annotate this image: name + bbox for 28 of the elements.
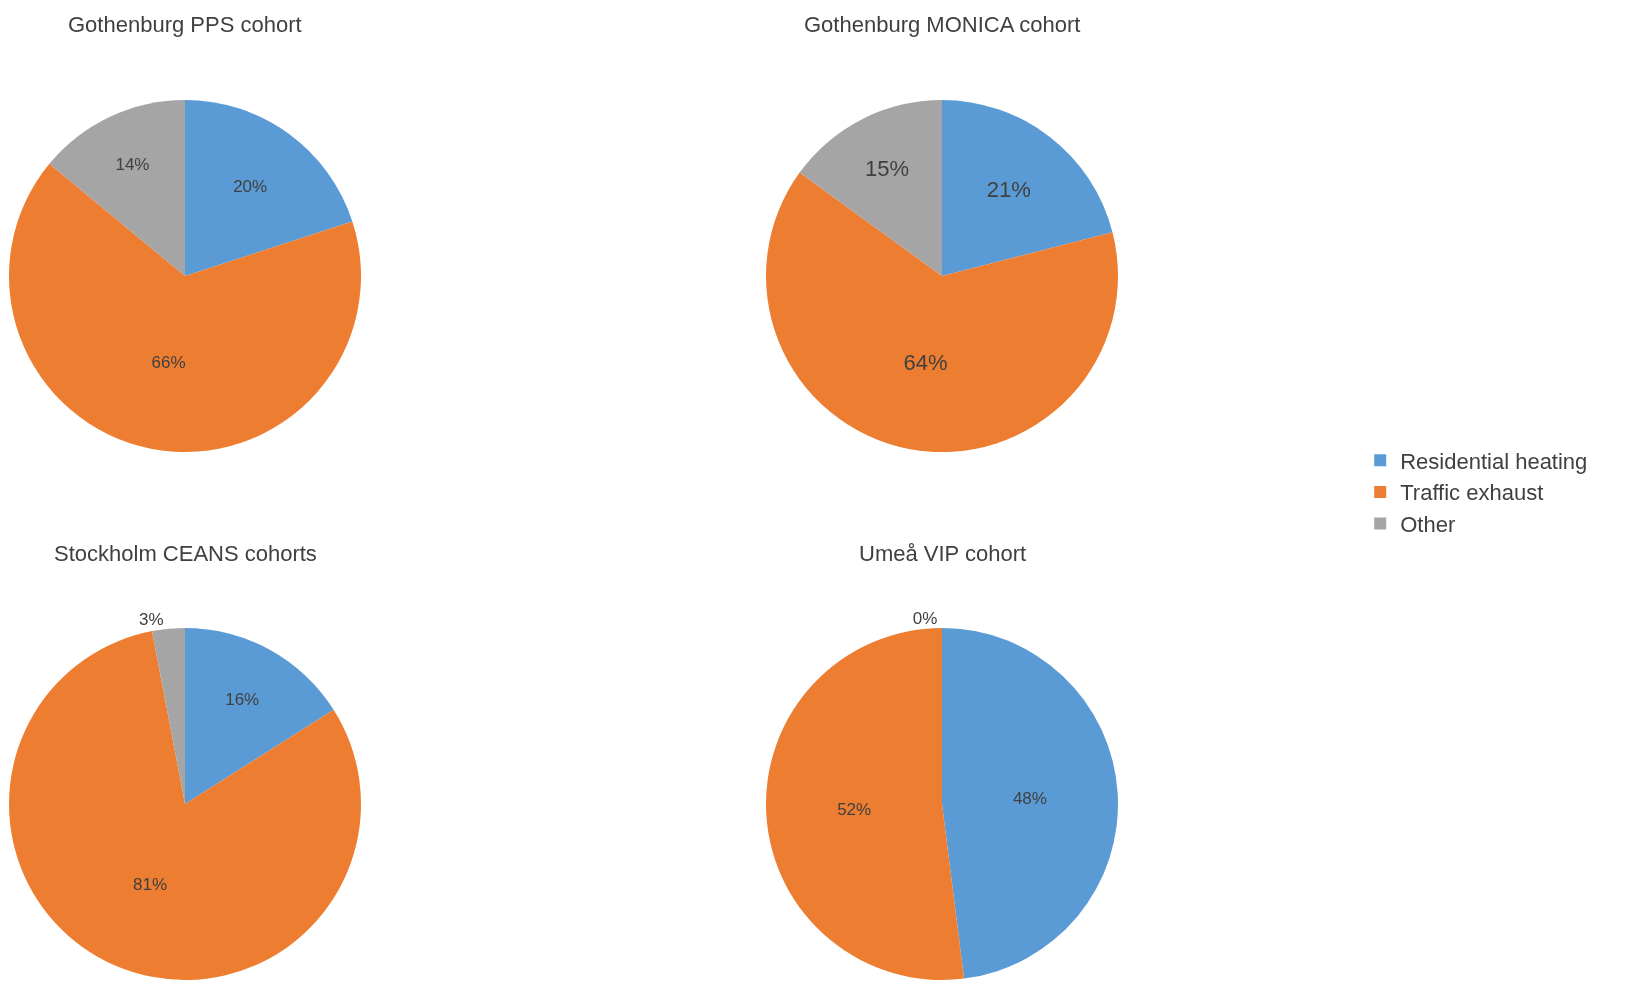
pie-slice — [152, 628, 185, 804]
pie-slice — [185, 628, 334, 804]
data-label: 20% — [233, 176, 268, 196]
chart-title: Stockholm CEANS cohorts — [54, 541, 317, 566]
pie-slice — [185, 100, 353, 276]
chart-title: Umeå VIP cohort — [859, 541, 1027, 566]
text: 0% — [912, 609, 938, 628]
pie-slice — [49, 100, 185, 276]
data-label: 52% — [837, 800, 872, 820]
pie-slice — [942, 628, 1118, 979]
pie-slice — [799, 100, 942, 276]
data-label: 3% — [139, 609, 164, 629]
chart-title: Gothenburg MONICA cohort — [804, 12, 1081, 37]
pie-slice — [766, 628, 965, 980]
data-label: 14% — [115, 154, 150, 174]
legend-label: Traffic exhaust — [1400, 480, 1544, 506]
data-label: 15% — [865, 155, 910, 181]
data-label: 21% — [986, 177, 1031, 203]
data-label: 16% — [225, 690, 260, 710]
data-label: 66% — [151, 352, 186, 372]
data-label: 81% — [133, 875, 168, 895]
chart-title: Gothenburg PPS cohort — [68, 12, 302, 37]
data-label: 64% — [903, 349, 948, 375]
data-label: 48% — [1012, 788, 1047, 808]
legend-label: Other — [1400, 512, 1456, 538]
pie-slice — [9, 631, 361, 980]
legend-label: Residential heating — [1400, 448, 1588, 474]
pie-slice — [942, 100, 1113, 276]
